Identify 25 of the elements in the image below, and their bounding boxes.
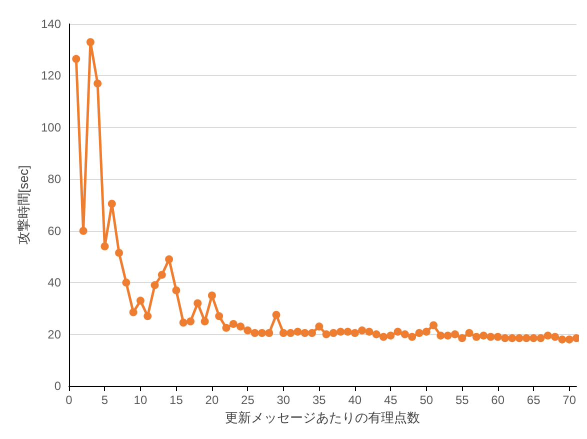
y-tick-label: 80	[48, 172, 62, 186]
y-tick-label: 120	[40, 68, 62, 83]
x-tick-label: 45	[384, 393, 398, 407]
x-tick-label: 60	[491, 393, 505, 407]
y-tick-label: 60	[48, 224, 62, 238]
x-tick-label: 10	[134, 393, 148, 407]
x-tick-label: 70	[562, 393, 576, 407]
y-tick-label: 40	[48, 276, 62, 290]
x-axis-title: 更新メッセージあたりの有理点数	[225, 410, 420, 425]
x-tick-label: 65	[526, 393, 541, 407]
x-tick-label: 15	[170, 393, 184, 407]
x-tick-label: 40	[348, 393, 362, 407]
x-tick-label: 20	[205, 393, 219, 407]
x-tick-label: 5	[101, 393, 108, 407]
y-tick-label: 20	[48, 327, 62, 342]
y-tick-label: 100	[40, 120, 62, 134]
x-tick-label: 30	[276, 393, 290, 407]
y-tick-label: 0	[54, 379, 62, 393]
x-tick-label: 50	[420, 393, 434, 407]
x-tick-label: 55	[455, 393, 470, 407]
y-tick-label: 140	[40, 17, 62, 31]
x-tick-label: 25	[241, 393, 255, 407]
x-tick-label: 0	[66, 393, 73, 407]
x-tick-label: 35	[312, 393, 326, 407]
y-axis-title: 攻撃時間[sec]	[16, 165, 32, 245]
